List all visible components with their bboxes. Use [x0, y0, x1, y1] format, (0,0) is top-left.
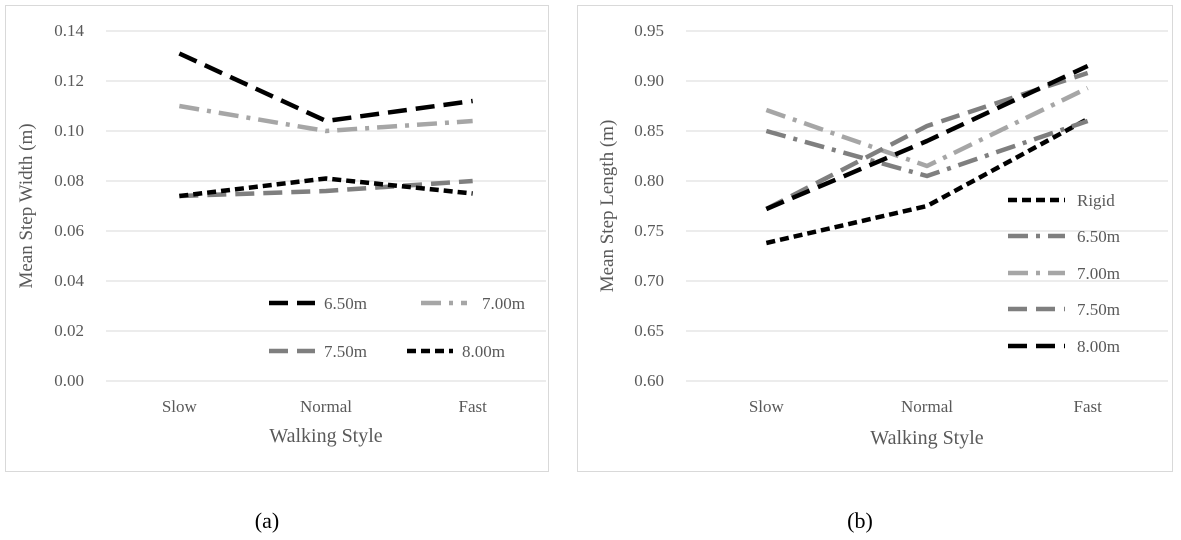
y-tick-label: 0.00	[54, 371, 84, 390]
y-tick-label: 0.06	[54, 221, 84, 240]
y-tick-label: 0.02	[54, 321, 84, 340]
x-tick-label: Normal	[901, 397, 953, 416]
chart-panel-b: 0.60 0.65 0.70 0.75 0.80 0.85 0.90 0.95 Slow Norm…	[577, 5, 1173, 472]
y-axis-title: Mean Step Width (m)	[16, 123, 37, 288]
x-tick-label: Fast	[458, 397, 487, 416]
y-tick-label: 0.12	[54, 71, 84, 90]
series-line	[178, 103, 473, 134]
caption-a: (a)	[254, 508, 280, 533]
x-axis-title: Walking Style	[269, 425, 383, 447]
x-tick-label: Normal	[300, 397, 352, 416]
y-tick-label: 0.10	[54, 121, 84, 140]
legend-label: 6.50m	[1077, 227, 1120, 246]
legend-label: Rigid	[1077, 191, 1115, 210]
x-tick-label: Fast	[1073, 397, 1102, 416]
legend-label: 6.50m	[324, 294, 367, 313]
legend-label: 7.00m	[1077, 264, 1120, 283]
chart-panel-a: 0.00 0.02 0.04 0.06 0.08 0.10 0.12 0.14 Slow Norm…	[5, 5, 549, 472]
y-tick-label: 0.95	[634, 21, 664, 40]
y-tick-label: 0.14	[54, 21, 84, 40]
series-line	[179, 178, 473, 199]
series-line	[178, 51, 473, 124]
y-tick-label: 0.75	[634, 221, 664, 240]
step-length-chart: 0.60 0.65 0.70 0.75 0.80 0.85 0.90 0.95 Slow Norm…	[597, 21, 1168, 449]
series-line	[765, 63, 1089, 212]
y-tick-label: 0.60	[634, 371, 664, 390]
y-axis-title: Mean Step Length (m)	[597, 120, 618, 293]
series-line	[179, 176, 473, 199]
y-tick-label: 0.65	[634, 321, 664, 340]
caption-b: (b)	[847, 508, 873, 533]
series-line	[765, 118, 1089, 179]
y-tick-label: 0.04	[54, 271, 84, 290]
step-width-chart: 0.00 0.02 0.04 0.06 0.08 0.10 0.12 0.14 Slow Norm…	[16, 21, 546, 447]
x-tick-label: Slow	[162, 397, 198, 416]
legend-label: 7.00m	[482, 294, 525, 313]
x-tick-label: Slow	[749, 397, 785, 416]
y-tick-label: 0.80	[634, 171, 664, 190]
x-axis-title: Walking Style	[870, 427, 984, 449]
y-tick-label: 0.85	[634, 121, 664, 140]
legend-label: 7.50m	[1077, 300, 1120, 319]
legend-label: 8.00m	[1077, 337, 1120, 356]
y-tick-label: 0.70	[634, 271, 664, 290]
y-tick-label: 0.90	[634, 71, 664, 90]
y-tick-label: 0.08	[54, 171, 84, 190]
legend-label: 8.00m	[462, 342, 505, 361]
legend-label: 7.50m	[324, 342, 367, 361]
series-line	[765, 117, 1089, 246]
series-line	[765, 85, 1089, 169]
